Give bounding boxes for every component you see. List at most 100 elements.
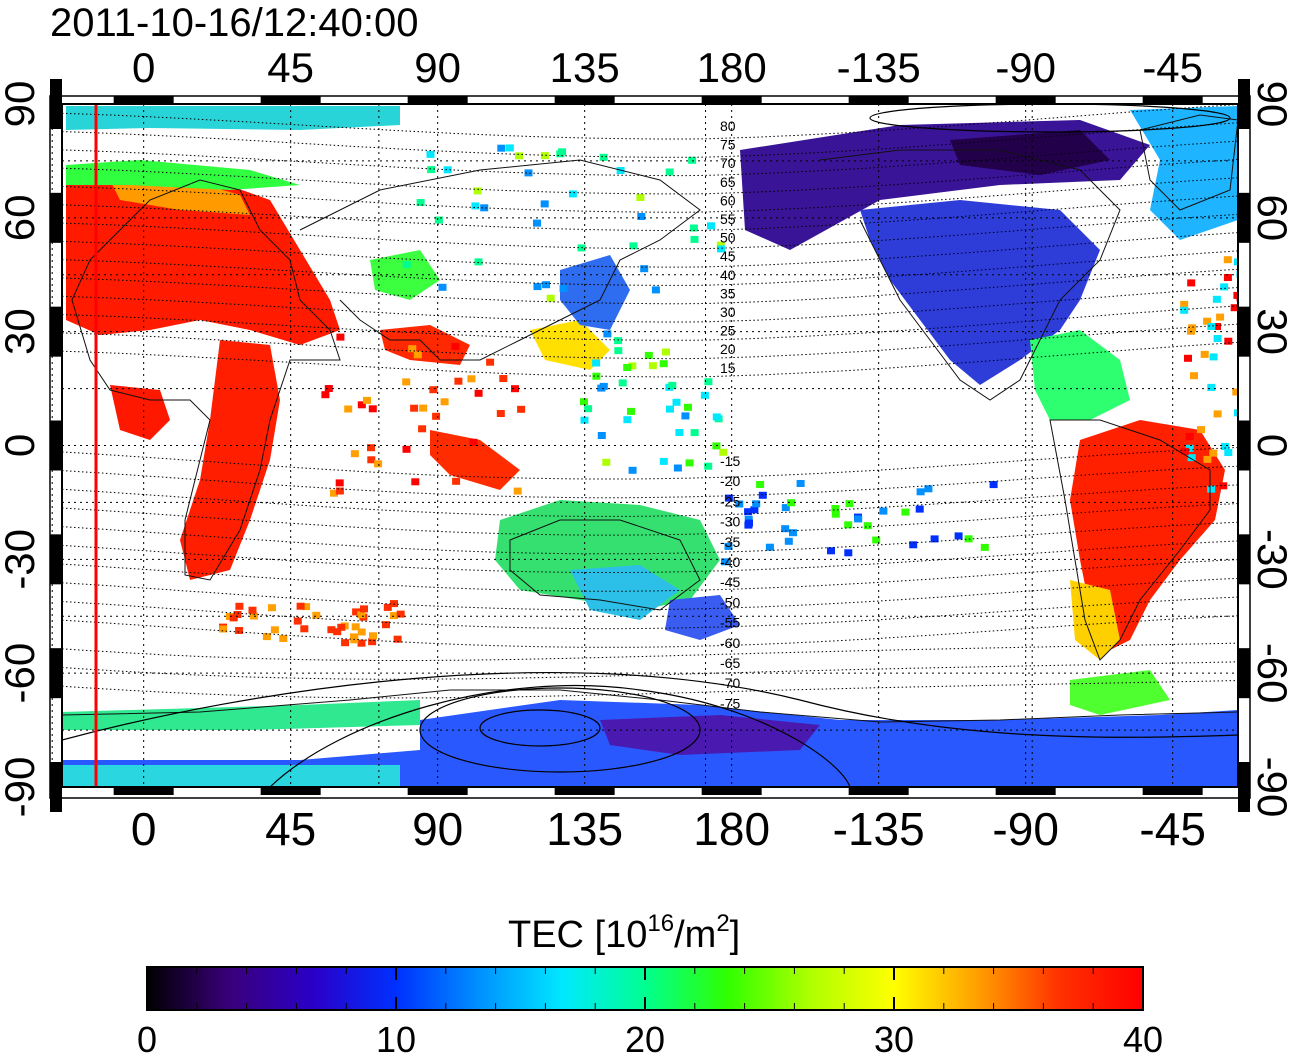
- tec-pixel: [469, 438, 478, 446]
- tec-pixel: [831, 505, 840, 512]
- tec-pixel: [648, 362, 657, 370]
- tec-pixel: [540, 152, 549, 160]
- tec-pixel: [524, 169, 533, 177]
- contour-label-north: 65: [720, 174, 736, 190]
- tec-pixel: [499, 375, 508, 382]
- tec-pixel: [467, 375, 476, 383]
- lat-axis-right: 90 60 30 0 -30 -60 -90: [1238, 79, 1292, 817]
- tec-pixel: [704, 378, 713, 386]
- tec-region-arctic-cyan: [66, 106, 400, 130]
- tec-pixel: [335, 487, 344, 495]
- lon-axis-bottom: 0 45 90 135 180 -135 -90 -45: [113, 787, 1206, 855]
- tec-pixel: [369, 632, 377, 640]
- tec-pixel: [350, 450, 359, 458]
- tec-pixel: [341, 639, 350, 647]
- tec-pixel: [603, 330, 612, 338]
- contour-label-north: 70: [720, 155, 736, 171]
- lon-tick-mark-bottom: [260, 787, 321, 795]
- lat-tick-mark-right: [1238, 192, 1250, 243]
- contour-south: [62, 447, 1238, 480]
- tec-pixel: [665, 168, 674, 176]
- tec-pixel: [758, 491, 767, 499]
- tec-pixel: [368, 405, 377, 413]
- tec-pixel: [689, 224, 698, 232]
- lat-tick-label-left: 0: [0, 434, 43, 457]
- tec-pixel: [1180, 300, 1189, 308]
- tec-pixel: [662, 348, 670, 356]
- tec-pixel: [352, 608, 361, 616]
- lat-tick-mark-left: [50, 79, 62, 129]
- tec-region-antarctic-green: [62, 700, 420, 730]
- contour-label-south: -45: [720, 574, 740, 590]
- tec-pixel: [1232, 388, 1238, 396]
- tec-pixel: [312, 611, 321, 619]
- tec-pixel: [262, 633, 271, 641]
- tec-pixel: [681, 412, 690, 420]
- lat-tick-mark-right: [1238, 306, 1250, 357]
- contour-label-north: 40: [720, 267, 736, 283]
- lat-tick-label-right: 60: [1249, 194, 1292, 241]
- colorbar-tick-label: 20: [625, 1019, 665, 1057]
- lon-tick-label-bottom: -45: [1139, 803, 1205, 855]
- contour-label-north: 75: [720, 137, 736, 153]
- lon-tick-label-top: -90: [995, 44, 1056, 91]
- contour-label-south: -70: [720, 675, 740, 691]
- lon-tick-mark-bottom: [701, 787, 762, 795]
- lon-tick-mark-top: [848, 96, 909, 104]
- contour-south: [62, 465, 1238, 499]
- tec-pixel: [659, 360, 668, 368]
- tec-pixel: [540, 200, 549, 208]
- tec-pixel: [451, 343, 460, 350]
- tec-pixel: [629, 242, 638, 250]
- tec-pixel: [383, 603, 392, 611]
- tec-pixel: [628, 466, 637, 474]
- tec-pixel: [300, 625, 309, 633]
- contour-north: [62, 287, 1238, 323]
- tec-pixel: [668, 381, 677, 389]
- tec-pixel: [333, 628, 342, 636]
- tec-pixel: [546, 294, 555, 302]
- tec-pixel: [416, 199, 425, 206]
- lon-tick-mark-top: [701, 96, 762, 104]
- lat-tick-label-right: 30: [1249, 308, 1292, 355]
- contour-labels: 80 75 70 65 60 55 50 45 40 35 30 25 20 15 -15 -20 -25 -30…: [720, 118, 740, 711]
- tec-pixel: [321, 391, 330, 399]
- tec-pixel: [580, 416, 589, 424]
- lon-tick-mark-bottom: [554, 787, 615, 795]
- colorbar-tick-label: 40: [1123, 1019, 1163, 1057]
- tec-pixel: [1180, 447, 1189, 455]
- tec-pixel: [533, 283, 542, 291]
- tec-pixel: [473, 187, 482, 195]
- contour-label-north: 20: [720, 341, 736, 357]
- tec-pixel: [637, 213, 646, 220]
- tec-pixel: [389, 612, 398, 620]
- tec-pixel: [712, 413, 721, 421]
- contour-south: [62, 484, 1238, 517]
- tec-pixel: [690, 429, 699, 437]
- tec-pixel: [623, 364, 632, 371]
- tec-pixel: [235, 602, 244, 610]
- lon-tick-label-bottom: -135: [833, 803, 925, 855]
- contour-south: [62, 680, 1238, 699]
- tec-scatter-layer: [219, 144, 1238, 647]
- colorbar-tick-label: 0: [137, 1019, 157, 1057]
- contour-north: [62, 232, 1238, 268]
- coast-greenland: [1139, 114, 1238, 211]
- tec-pixel: [1187, 279, 1196, 287]
- lat-tick-mark-right: [1238, 79, 1250, 129]
- tec-pixel: [744, 515, 753, 523]
- tec-pixel: [1188, 324, 1197, 332]
- tec-pixel: [357, 639, 366, 647]
- tec-pixel: [279, 635, 288, 642]
- tec-pixel: [367, 444, 375, 452]
- tec-pixel: [721, 558, 729, 566]
- lat-tick-label-right: 90: [1249, 81, 1292, 128]
- contour-ring-4: [62, 671, 1238, 741]
- tec-pixel: [1212, 295, 1221, 303]
- tec-pixel: [233, 611, 242, 618]
- colorbar-tick-label: 30: [874, 1019, 914, 1057]
- tec-pixel: [685, 459, 694, 467]
- tec-pixel: [1185, 432, 1194, 440]
- tec-pixel: [863, 522, 872, 530]
